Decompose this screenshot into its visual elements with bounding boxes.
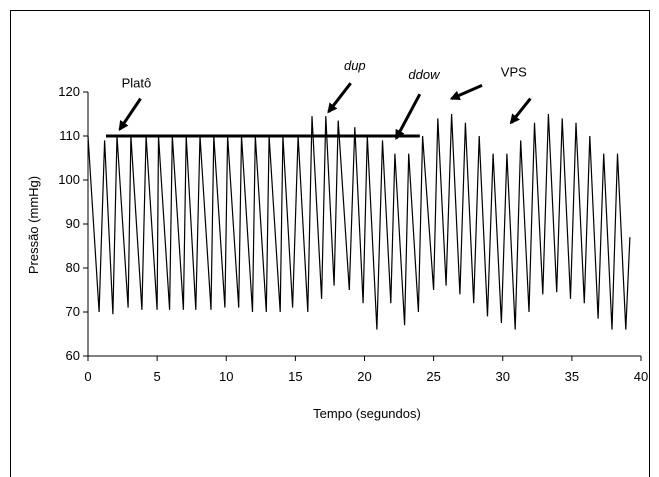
annotation-arrow (327, 82, 352, 114)
annotation-arrow (449, 84, 483, 101)
x-tick-label: 25 (426, 369, 440, 384)
figure-frame (10, 10, 650, 477)
y-axis-title: Pressão (mmHg) (26, 176, 41, 274)
y-tick-label: 120 (58, 84, 80, 99)
y-tick-label: 90 (66, 216, 80, 231)
y-tick-label: 70 (66, 304, 80, 319)
annotation-label: Platô (122, 76, 152, 91)
x-tick-label: 20 (357, 369, 371, 384)
series-layer (87, 113, 631, 330)
axes: 60 70 80 90 100 110 120 0 5 10 15 20 25 30 35 40 (58, 84, 648, 384)
x-tick-label: 30 (496, 369, 510, 384)
x-tick-label: 35 (565, 369, 579, 384)
x-tick-label: 10 (219, 369, 233, 384)
annotation-layer: Platô dup ddow VPS (118, 58, 532, 140)
annotation-arrow (118, 97, 142, 132)
y-tick-label: 110 (59, 128, 80, 143)
x-axis-title: Tempo (segundos) (313, 406, 421, 421)
annotation-label: dup (344, 58, 366, 73)
x-tick-label: 40 (634, 369, 648, 384)
y-tick-label: 80 (66, 260, 80, 275)
annotation-arrow (394, 93, 422, 140)
annotation-label: ddow (408, 67, 441, 82)
y-tick-label: 100 (58, 172, 80, 187)
series-line (87, 113, 631, 330)
x-tick-label: 15 (288, 369, 302, 384)
x-tick-label: 5 (154, 369, 161, 384)
x-tick-label: 0 (84, 369, 91, 384)
y-tick-label: 60 (66, 348, 80, 363)
annotation-label: VPS (501, 65, 527, 80)
annotation-arrow (509, 97, 532, 125)
